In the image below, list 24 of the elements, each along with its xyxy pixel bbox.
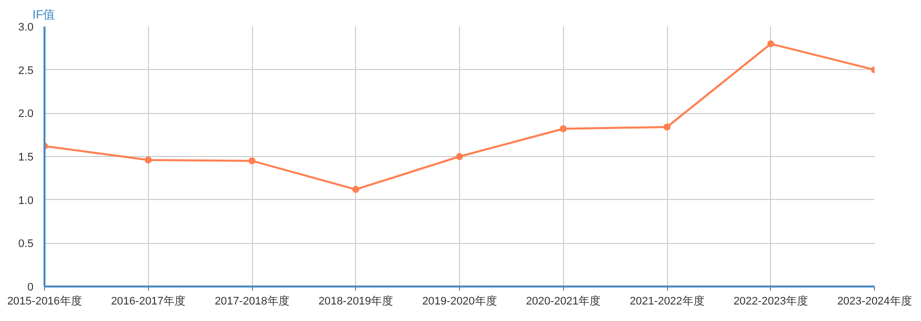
y-tick-label: 0.5: [18, 238, 34, 250]
y-tick-label: 2.0: [18, 108, 34, 120]
x-tick-label: 2023-2024年度: [837, 294, 912, 308]
x-tick-label: 2018-2019年度: [318, 294, 394, 308]
y-tick-label: 2.5: [18, 64, 34, 77]
x-tick-label: 2022-2023年度: [733, 294, 808, 308]
point: [767, 40, 774, 48]
x-tick-label: 2016-2017年度: [110, 294, 186, 308]
y-axis-title: IF值: [32, 8, 56, 22]
point: [456, 153, 463, 160]
y-tick-label: 0: [27, 282, 34, 294]
x-tick-label: 2021-2022年度: [630, 294, 704, 308]
point: [352, 186, 360, 193]
x-tick-label: 2020-2021年度: [526, 294, 601, 308]
point: [144, 156, 152, 164]
y-tick-label: 1.0: [18, 194, 34, 207]
y-tick-label: 1.5: [18, 152, 34, 164]
point: [560, 125, 567, 132]
point: [248, 157, 256, 164]
x-tick-label: 2019-2020年度: [422, 294, 497, 308]
point: [664, 124, 670, 131]
x-tick-label: 2017-2018年度: [214, 294, 290, 308]
x-tick-label: 2015-2016年度: [7, 294, 82, 308]
y-tick-label: 3.0: [18, 22, 34, 34]
